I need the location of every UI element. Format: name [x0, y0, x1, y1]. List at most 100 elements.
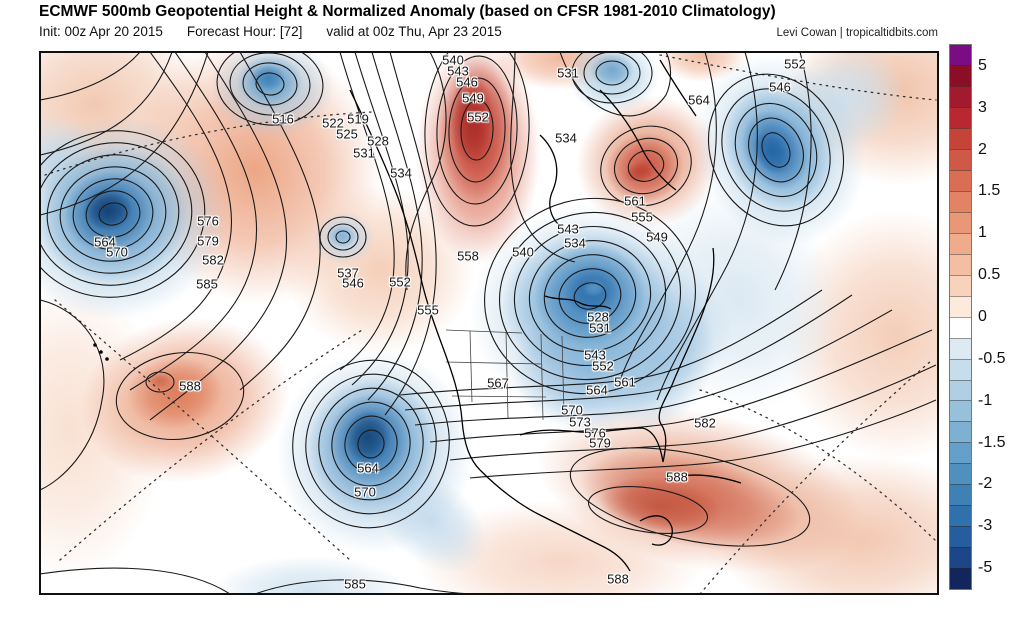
contour-label: 588 — [607, 571, 629, 587]
contour-label: 534 — [555, 130, 577, 146]
contour-label: 570 — [106, 244, 128, 260]
colorbar-segment — [950, 484, 971, 506]
contour-label: 528 — [587, 309, 609, 325]
colorbar-segment — [950, 358, 971, 380]
contour-label: 552 — [467, 109, 489, 125]
contour-label: 564 — [586, 382, 608, 398]
contour-label: 534 — [390, 165, 412, 181]
contour-label: 531 — [353, 145, 375, 161]
contour-label: 570 — [561, 402, 583, 418]
map-svg — [41, 53, 937, 593]
contour-label: 585 — [196, 276, 218, 292]
contour-label: 552 — [389, 274, 411, 290]
colorbar-tick-label: 2 — [978, 140, 987, 158]
colorbar-segment — [950, 169, 971, 191]
colorbar-tick-label: -5 — [978, 559, 993, 577]
contour-label: 543 — [447, 63, 469, 79]
contour-label: 576 — [584, 425, 606, 441]
valid-time-label: valid at 00z Thu, Apr 23 2015 — [326, 24, 502, 39]
colorbar-segment — [950, 64, 971, 86]
contour-label: 552 — [592, 358, 614, 374]
colorbar-segment — [950, 148, 971, 170]
contour-label: 588 — [666, 469, 688, 485]
map-canvas: 540 543 546 549 552 531 534 516 522 519 525 528 531 5… — [39, 51, 939, 595]
colorbar-segment — [950, 442, 971, 464]
contour-label: 537 — [337, 265, 359, 281]
contour-label: 522 — [322, 115, 344, 131]
colorbar-segment — [950, 526, 971, 548]
contour-label: 534 — [564, 235, 586, 251]
colorbar-segment — [950, 547, 971, 569]
contour-label: 579 — [197, 233, 219, 249]
colorbar-tick-label: -1 — [978, 391, 993, 409]
colorbar-segment — [950, 190, 971, 212]
contour-label: 543 — [557, 221, 579, 237]
run-info: Init: 00z Apr 20 2015 Forecast Hour: [72]… — [39, 24, 526, 39]
colorbar-segments — [950, 45, 971, 590]
contour-label: 555 — [417, 302, 439, 318]
forecast-hour-label: Forecast Hour: [72] — [186, 24, 303, 39]
colorbar-segment — [950, 295, 971, 317]
contour-label: 567 — [487, 375, 509, 391]
colorbar-segment — [950, 85, 971, 107]
contour-label: 561 — [624, 193, 646, 209]
page-title: ECMWF 500mb Geopotential Height & Normal… — [39, 3, 776, 20]
colorbar-segment — [950, 379, 971, 401]
colorbar-tick-label: 5 — [978, 56, 987, 74]
colorbar-segment — [950, 400, 971, 422]
colorbar-segment — [950, 232, 971, 254]
contour-label: 579 — [589, 435, 611, 451]
colorbar-segment — [950, 253, 971, 275]
contour-label: 540 — [512, 244, 534, 260]
contour-label: 570 — [354, 484, 376, 500]
colorbar-tick-label: -1.5 — [978, 433, 1006, 451]
colorbar-tick-label: 0.5 — [978, 266, 1001, 284]
contour-label: 552 — [784, 56, 806, 72]
colorbar-tick-label: 0 — [978, 308, 987, 325]
colorbar-tick-label: -3 — [978, 517, 993, 535]
colorbar-tick-label: 3 — [978, 98, 987, 116]
contour-label: 582 — [694, 415, 716, 431]
contour-label: 546 — [342, 275, 364, 291]
contour-label: 516 — [272, 111, 294, 127]
contour-label: 558 — [457, 248, 479, 264]
colorbar-segment — [950, 568, 971, 590]
colorbar-segment — [950, 274, 971, 296]
colorbar-segment — [950, 505, 971, 527]
contour-label: 549 — [462, 90, 484, 106]
credit-text: Levi Cowan | tropicaltidbits.com — [776, 27, 939, 39]
contour-label: 531 — [589, 320, 611, 336]
colorbar-segment — [950, 337, 971, 359]
contour-label: 546 — [456, 74, 478, 90]
contour-label: 585 — [344, 576, 366, 592]
contour-label: 564 — [94, 234, 116, 250]
contour-label: 543 — [584, 347, 606, 363]
contour-label: 564 — [688, 92, 710, 108]
colorbar-segment — [950, 421, 971, 443]
colorbar-tick-label: 1 — [978, 224, 987, 242]
contour-label: 540 — [442, 52, 464, 68]
colorbar-segment — [950, 45, 971, 65]
colorbar — [949, 44, 972, 590]
colorbar-segment — [950, 316, 971, 338]
colorbar-tick-label: -0.5 — [978, 349, 1006, 367]
colorbar-tick-label: 1.5 — [978, 182, 1001, 200]
colorbar-tick-label: -2 — [978, 475, 993, 493]
colorbar-segment — [950, 127, 971, 149]
contour-label: 546 — [769, 79, 791, 95]
colorbar-segment — [950, 211, 971, 233]
colorbar-segment — [950, 106, 971, 128]
init-time-label: Init: 00z Apr 20 2015 — [39, 24, 163, 39]
contour-label: 549 — [646, 229, 668, 245]
contour-label: 561 — [614, 374, 636, 390]
contour-label: 582 — [202, 252, 224, 268]
contour-label: 519 — [347, 111, 369, 127]
contour-label: 564 — [357, 460, 379, 476]
contour-label: 573 — [569, 414, 591, 430]
contour-label: 531 — [557, 65, 579, 81]
contour-label: 555 — [631, 209, 653, 225]
contour-label: 525 — [336, 126, 358, 142]
contour-label: 588 — [179, 378, 201, 394]
colorbar-segment — [950, 463, 971, 485]
